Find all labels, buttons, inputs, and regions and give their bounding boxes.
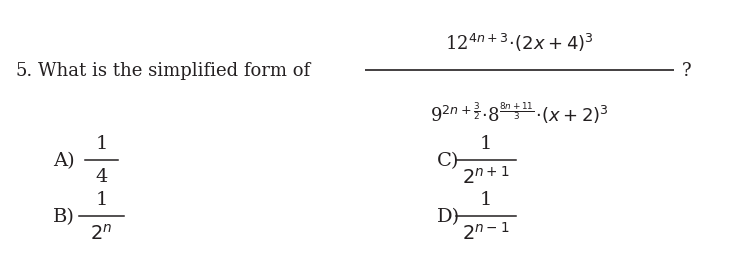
Text: D): D) xyxy=(437,207,460,225)
Text: 4: 4 xyxy=(96,168,108,185)
Text: What is the simplified form of: What is the simplified form of xyxy=(38,62,309,80)
Text: B): B) xyxy=(53,207,75,225)
Text: 1: 1 xyxy=(96,190,108,208)
Text: $\mathregular{12}^{4n+3}\!\cdot\!(2x+4)^3$: $\mathregular{12}^{4n+3}\!\cdot\!(2x+4)^… xyxy=(445,32,594,54)
Text: $2^{n-1}$: $2^{n-1}$ xyxy=(462,221,509,243)
Text: 1: 1 xyxy=(480,190,492,208)
Text: $2^{n+1}$: $2^{n+1}$ xyxy=(462,166,509,187)
Text: ?: ? xyxy=(681,62,691,80)
Text: A): A) xyxy=(53,151,75,169)
Text: $\mathregular{9}^{2n+\frac{3}{2}}\!\cdot\!\mathregular{8}^{\frac{8n+11}{3}}\!\cd: $\mathregular{9}^{2n+\frac{3}{2}}\!\cdot… xyxy=(430,100,609,126)
Text: C): C) xyxy=(437,151,459,169)
Text: 1: 1 xyxy=(480,135,492,152)
Text: $2^{n}$: $2^{n}$ xyxy=(90,223,113,242)
Text: 1: 1 xyxy=(96,135,108,152)
Text: 5.: 5. xyxy=(15,62,32,80)
